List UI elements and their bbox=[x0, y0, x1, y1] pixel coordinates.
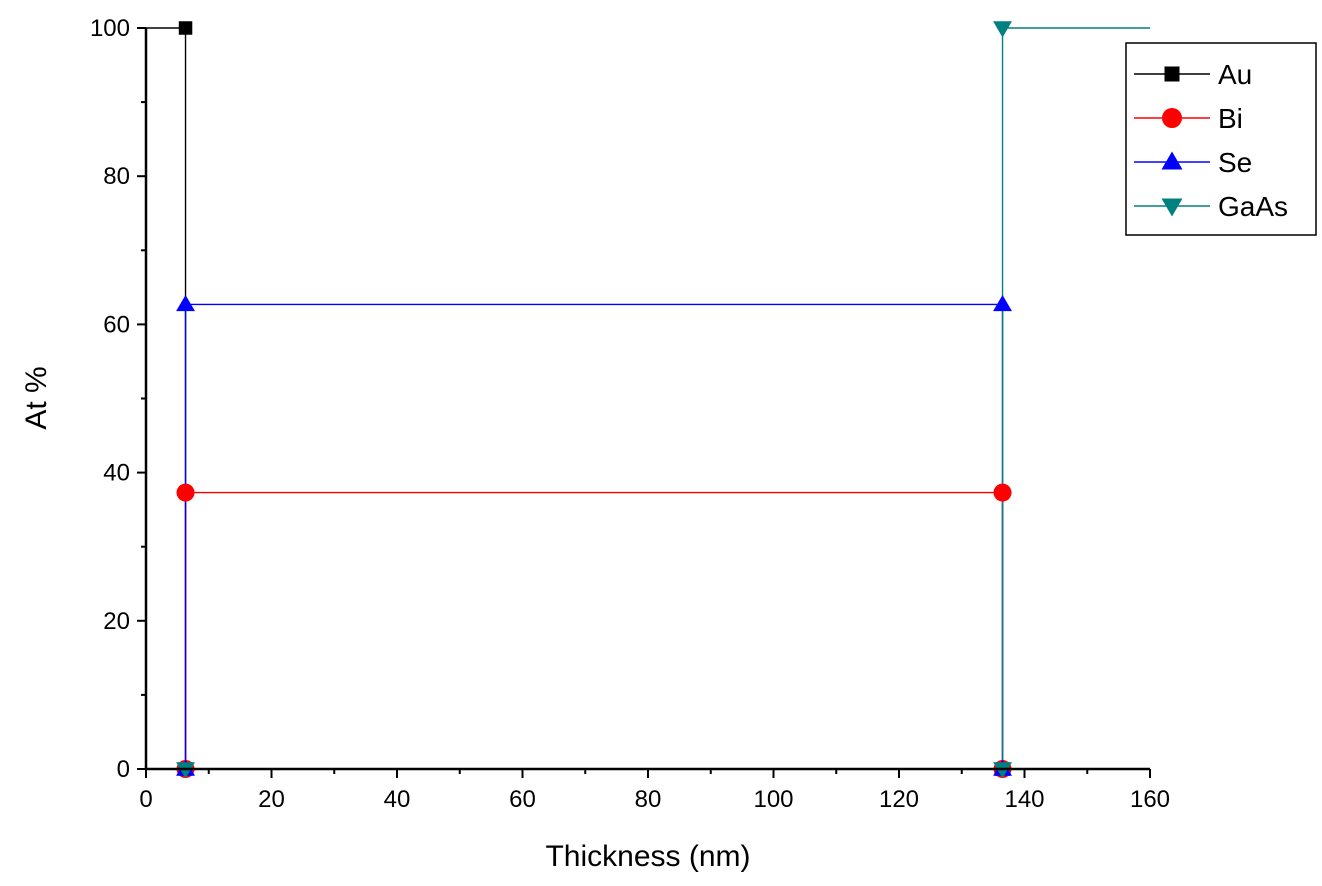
axes bbox=[144, 28, 1150, 771]
legend-label-au: Au bbox=[1218, 59, 1252, 90]
data-point-bi bbox=[176, 483, 195, 502]
x-axis-title: Thickness (nm) bbox=[545, 840, 750, 873]
data-point-bi bbox=[993, 483, 1012, 502]
legend-marker-bi bbox=[1162, 108, 1182, 128]
y-tick-label: 100 bbox=[90, 15, 130, 42]
y-tick-label: 40 bbox=[103, 460, 130, 487]
x-tick-label: 80 bbox=[635, 786, 662, 813]
y-tick-label: 60 bbox=[103, 311, 130, 338]
y-axis-title: At % bbox=[20, 366, 53, 429]
series-line-gaas bbox=[146, 27, 1150, 770]
legend-label-se: Se bbox=[1218, 147, 1252, 178]
data-point-se bbox=[993, 294, 1012, 312]
x-tick-label: 60 bbox=[509, 786, 536, 813]
series-line-se bbox=[146, 303, 1150, 770]
x-tick-label: 100 bbox=[753, 786, 793, 813]
y-tick-label: 0 bbox=[117, 756, 130, 783]
ticks: 0 20 40 60 80 100 120 140 160 0 20 40 60 80 100 bbox=[90, 15, 1170, 813]
series-line-bi bbox=[146, 491, 1150, 770]
x-tick-label: 0 bbox=[139, 786, 152, 813]
series-line-au bbox=[145, 27, 1150, 770]
legend-box bbox=[1125, 42, 1317, 236]
data-point-gaas bbox=[993, 762, 1012, 779]
legend-label-gaas: GaAs bbox=[1218, 191, 1288, 222]
x-tick-label: 40 bbox=[384, 786, 411, 813]
plot-lines bbox=[145, 27, 1150, 770]
y-tick-label: 20 bbox=[103, 608, 130, 635]
legend-marker-gaas bbox=[1161, 198, 1183, 217]
plot-markers bbox=[176, 21, 1012, 779]
y-tick-label: 80 bbox=[103, 163, 130, 190]
x-tick-label: 140 bbox=[1004, 786, 1044, 813]
data-point-au bbox=[178, 21, 193, 35]
data-point-se bbox=[176, 294, 195, 312]
legend-marker-se bbox=[1161, 151, 1183, 170]
data-point-gaas bbox=[176, 762, 195, 779]
x-tick-label: 20 bbox=[258, 786, 285, 813]
x-tick-label: 120 bbox=[879, 786, 919, 813]
x-tick-label: 160 bbox=[1130, 786, 1170, 813]
legend: Au Bi Se GaAs bbox=[1125, 42, 1317, 236]
data-point-gaas bbox=[993, 21, 1012, 38]
legend-marker-au bbox=[1164, 66, 1180, 82]
legend-label-bi: Bi bbox=[1218, 103, 1243, 134]
